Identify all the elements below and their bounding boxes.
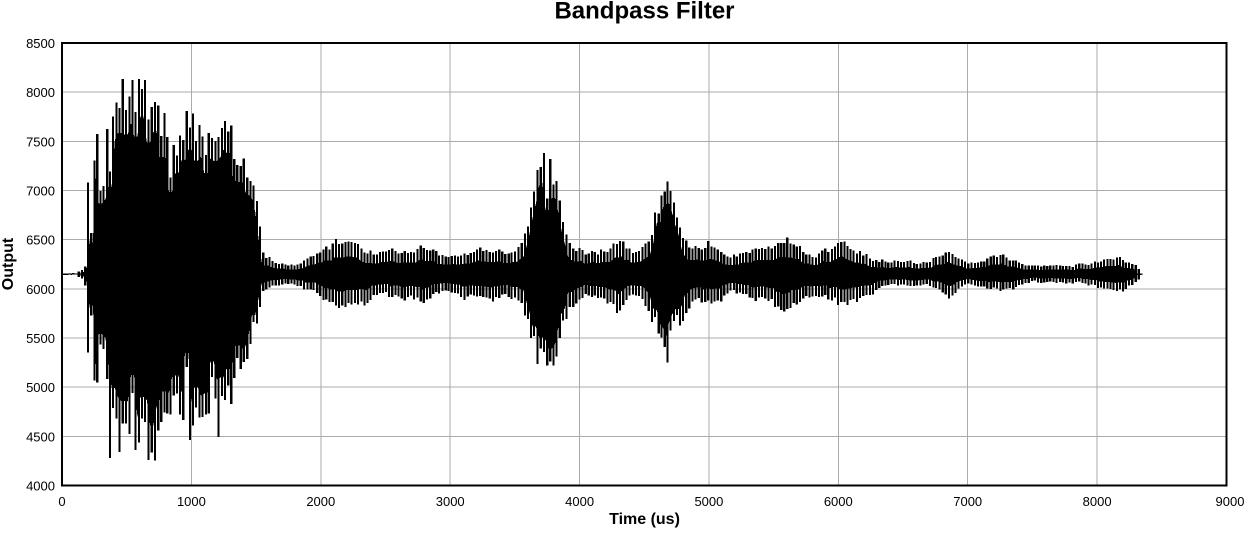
svg-text:6000: 6000 — [824, 494, 853, 509]
svg-text:3000: 3000 — [436, 494, 465, 509]
svg-text:Time (us): Time (us) — [609, 511, 680, 528]
svg-text:9000: 9000 — [1216, 494, 1245, 509]
svg-text:0: 0 — [58, 494, 65, 509]
svg-text:8000: 8000 — [26, 85, 55, 100]
svg-text:4000: 4000 — [565, 494, 594, 509]
svg-text:Bandpass Filter: Bandpass Filter — [554, 0, 734, 25]
svg-text:6500: 6500 — [26, 233, 55, 248]
svg-text:7000: 7000 — [26, 184, 55, 199]
svg-text:8000: 8000 — [1083, 494, 1112, 509]
svg-text:2000: 2000 — [306, 494, 335, 509]
svg-text:4500: 4500 — [26, 429, 55, 444]
svg-text:6000: 6000 — [26, 282, 55, 297]
svg-text:7500: 7500 — [26, 134, 55, 149]
svg-text:5500: 5500 — [26, 331, 55, 346]
svg-text:1000: 1000 — [177, 494, 206, 509]
svg-text:Output: Output — [0, 237, 17, 290]
svg-text:5000: 5000 — [26, 380, 55, 395]
svg-text:7000: 7000 — [953, 494, 982, 509]
svg-text:5000: 5000 — [694, 494, 723, 509]
svg-text:4000: 4000 — [26, 479, 55, 494]
svg-text:8500: 8500 — [26, 36, 55, 51]
